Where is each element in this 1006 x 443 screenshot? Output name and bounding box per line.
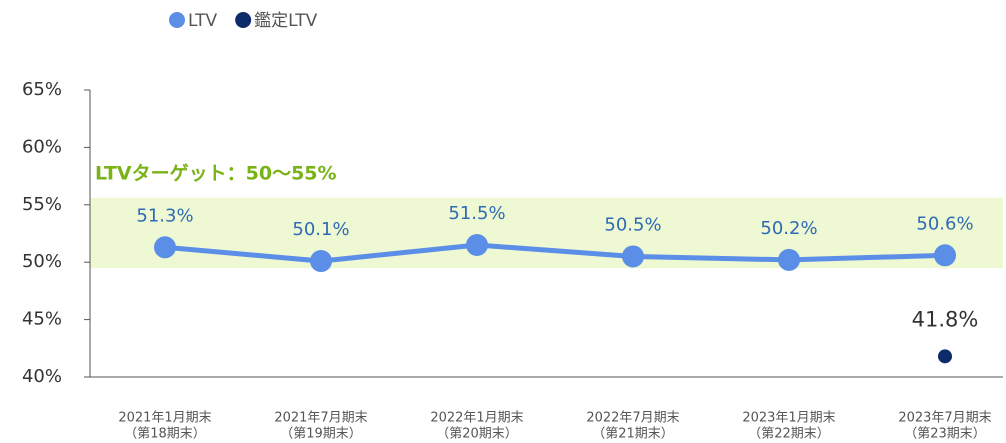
data-point [934,244,956,267]
x-tick-label: 2021年1月期末 [118,411,211,426]
data-point [778,248,800,271]
data-point [466,233,488,256]
x-tick-label: （第21期末） [592,427,674,442]
data-point [310,250,332,273]
data-point [154,236,176,259]
data-label: 51.3% [136,205,193,226]
x-tick-label: （第22期末） [748,427,830,442]
data-point [622,245,644,268]
x-tick-label: 2022年1月期末 [430,411,523,426]
series-line [164,242,946,264]
data-label: 50.2% [760,218,817,239]
data-label: 50.5% [604,214,661,235]
x-tick-label: （第23期末） [904,427,986,442]
legend-marker [235,12,252,28]
y-tick-label: 45% [22,309,62,330]
x-tick-label: 2023年1月期末 [742,411,835,426]
data-label: 51.5% [448,203,505,224]
x-tick-label: 2021年7月期末 [274,411,367,426]
y-tick-label: 65% [22,79,62,100]
data-label: 50.1% [292,219,349,240]
y-tick-label: 40% [22,366,62,387]
y-tick-label: 55% [22,194,62,215]
data-label: 41.8% [912,307,979,331]
x-tick-label: （第20期末） [436,427,518,442]
x-tick-label: 2022年7月期末 [586,411,679,426]
data-label: 50.6% [916,213,973,234]
y-tick-label: 50% [22,251,62,272]
y-tick-label: 60% [22,136,62,157]
target-label: LTVターゲット：50〜55% [95,163,337,185]
x-tick-label: （第19期末） [280,427,362,442]
data-point [938,349,952,364]
legend-marker [169,12,185,28]
legend-label: LTV [188,11,218,31]
x-tick-label: 2023年7月期末 [898,411,991,426]
legend-label: 鑑定LTV [254,11,318,31]
x-tick-label: （第18期末） [124,427,206,442]
